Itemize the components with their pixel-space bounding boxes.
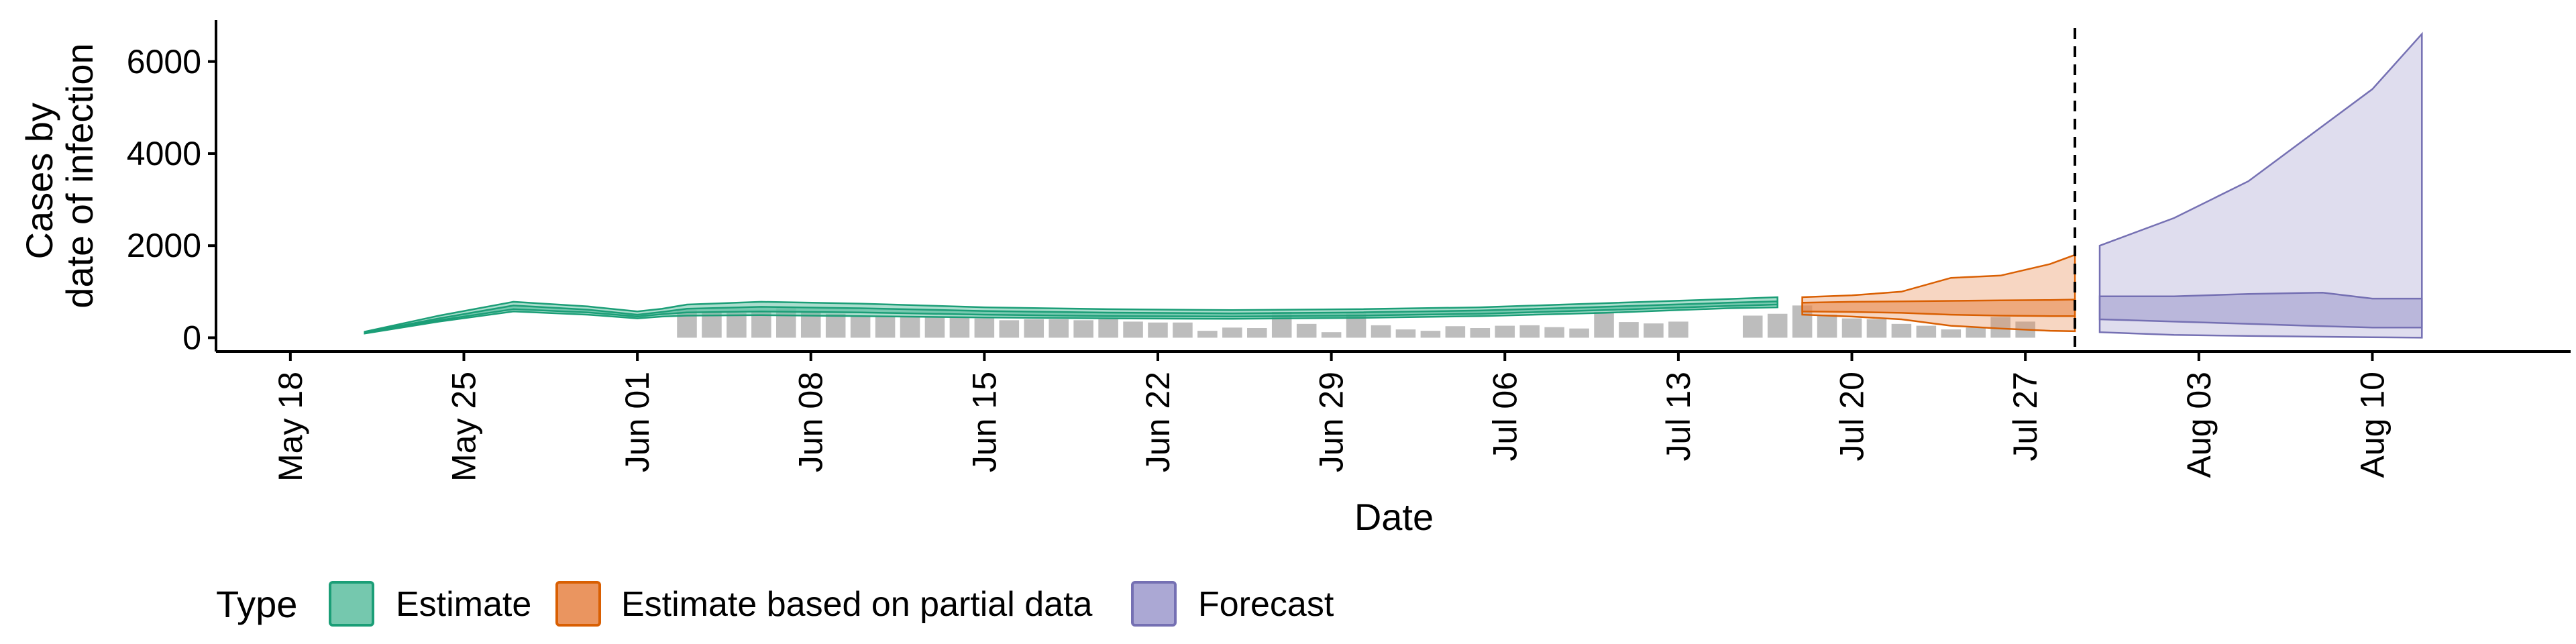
legend-label-forecast: Forecast <box>1198 585 1334 624</box>
axes <box>215 20 2571 353</box>
reported-cases-bar <box>850 316 871 338</box>
y-axis-title-line-2: date of infection <box>58 43 101 308</box>
reported-cases-bar <box>1321 332 1342 338</box>
reported-cases-bar <box>1173 322 1193 338</box>
band-outer-forecast <box>2098 32 2423 339</box>
reported-cases-bar <box>1544 327 1564 338</box>
reported-cases-bar <box>1049 319 1069 338</box>
x-tick-label: May 25 <box>445 372 482 482</box>
reported-cases-bar <box>999 320 1020 338</box>
reported-cases-bar <box>1495 325 1515 338</box>
legend-title: Type <box>216 583 297 625</box>
x-tick-label: Jun 01 <box>619 372 656 472</box>
reported-cases-bar <box>1197 331 1218 338</box>
x-tick-label: Jul 27 <box>2006 372 2044 461</box>
legend-key-partial <box>555 581 601 627</box>
reported-cases-bar <box>1519 325 1540 338</box>
reported-cases-bar <box>1619 322 1639 338</box>
reported-cases-bar <box>1891 323 1912 338</box>
x-tick-label: Jul 13 <box>1660 372 1697 461</box>
y-tick-label: 6000 <box>127 43 201 80</box>
x-tick-label: Aug 03 <box>2180 372 2218 478</box>
reported-cases-bar <box>949 317 970 338</box>
reported-cases-bar <box>1024 319 1044 338</box>
x-tick-label: Jul 06 <box>1486 372 1523 461</box>
x-tick-label: Jul 20 <box>1833 372 1871 461</box>
x-tick-label: Jun 22 <box>1139 372 1177 472</box>
reported-cases-bar <box>1222 327 1242 338</box>
reported-cases-bar <box>1767 313 1788 338</box>
reported-cases-bar <box>1123 321 1143 338</box>
x-tick-label: Aug 10 <box>2353 372 2391 478</box>
reported-cases-bar <box>1742 315 1763 338</box>
reported-cases-bar <box>1841 318 1862 338</box>
y-tick-label: 0 <box>182 319 201 356</box>
y-axis-title-line-1: Cases by <box>18 103 60 259</box>
reported-cases-bar <box>825 313 846 338</box>
legend-label-estimate: Estimate <box>396 585 531 624</box>
reported-cases-bar <box>1594 311 1614 338</box>
band-inner-estimate <box>364 300 1778 335</box>
y-axis-title: Cases by date of infection <box>18 43 101 308</box>
x-tick-label: May 18 <box>272 372 309 482</box>
reported-cases-bar <box>1866 319 1887 338</box>
reported-cases-bar <box>727 313 747 338</box>
reported-cases-bar <box>900 317 920 338</box>
reported-cases-bar <box>1420 331 1441 338</box>
x-tick-label: Jun 08 <box>792 372 830 472</box>
legend: Type Estimate Estimate based on partial … <box>216 581 1334 627</box>
reported-cases-bar <box>1916 325 1937 338</box>
reported-cases-bar <box>1371 325 1391 338</box>
x-axis-ticks: May 18 May 25 Jun 01 Jun 08 Jun 15 Jun 22 Jun … <box>272 352 2391 482</box>
reported-cases-bar <box>924 316 945 338</box>
reported-cases-bar <box>1941 329 1962 338</box>
reported-cases-bar <box>974 318 995 338</box>
reported-cases-bar <box>1644 323 1664 338</box>
reported-cases-bar <box>1098 319 1118 338</box>
reported-cases-bar <box>1445 326 1466 338</box>
band-inner-estimate-based-on-partial-data <box>1801 299 2076 317</box>
legend-key-forecast <box>1131 581 1177 627</box>
legend-key-estimate <box>329 581 374 627</box>
y-tick-label: 2000 <box>127 227 201 264</box>
band-inner-forecast <box>2098 291 2423 329</box>
x-tick-label: Jun 15 <box>965 372 1003 472</box>
reported-cases-bar <box>1073 320 1093 338</box>
estimate-bands <box>364 32 2423 339</box>
reported-cases-bar <box>875 316 896 338</box>
reported-cases-bar <box>1395 329 1416 338</box>
reported-cases-bar <box>1966 327 1986 338</box>
reported-cases-bar <box>1296 323 1317 338</box>
y-axis-ticks: 0 2000 4000 6000 <box>127 43 216 356</box>
x-axis-title: Date <box>1354 496 1434 538</box>
legend-label-partial: Estimate based on partial data <box>621 585 1093 624</box>
reported-cases-bar <box>751 311 771 338</box>
reported-cases-bar <box>1569 328 1589 338</box>
reported-cases-bar <box>1247 328 1267 338</box>
reported-cases-bar <box>1470 328 1491 338</box>
y-tick-label: 4000 <box>127 135 201 172</box>
reported-cases-bar <box>1817 315 1837 338</box>
reported-cases-bar <box>1148 322 1168 338</box>
x-tick-label: Jun 29 <box>1313 372 1350 472</box>
reported-cases-bar <box>1668 321 1688 338</box>
